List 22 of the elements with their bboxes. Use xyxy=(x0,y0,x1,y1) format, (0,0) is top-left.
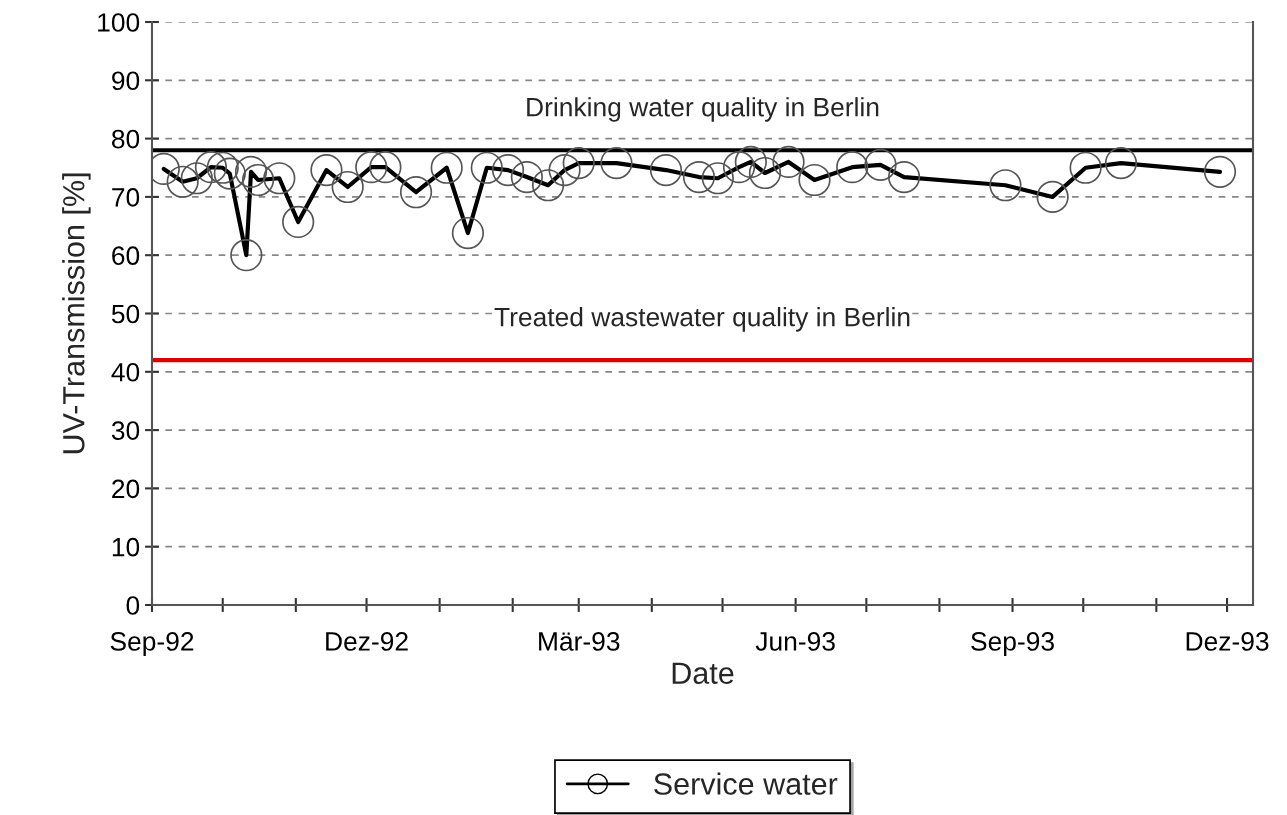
x-tick-label: Jun-93 xyxy=(755,632,835,651)
y-tick-label: 30 xyxy=(111,421,140,440)
y-tick-label: 90 xyxy=(112,71,140,91)
ref-line-label: Drinking water quality in Berlin xyxy=(527,97,879,122)
y-tick-label: 50 xyxy=(111,304,140,324)
y-tick-label: 70 xyxy=(112,188,140,207)
y-tick-label: 20 xyxy=(112,479,140,499)
x-tick-label: Dez-92 xyxy=(326,632,408,651)
y-tick-label: 80 xyxy=(111,129,140,149)
legend-label: Service water xyxy=(654,772,838,795)
x-tick-label: Sep-92 xyxy=(110,632,194,656)
x-tick-label: Mär-93 xyxy=(539,632,620,651)
y-tick-label: 40 xyxy=(111,362,140,382)
ref-line-label: Treated wastewater quality in Berlin xyxy=(494,307,910,332)
y-axis-title: UV-Transmission [%] xyxy=(62,173,91,454)
x-tick-label: Sep-93 xyxy=(971,632,1054,656)
y-tick-label: 100 xyxy=(98,13,140,32)
x-axis-title: Date xyxy=(672,662,734,684)
y-tick-label: 10 xyxy=(112,537,140,557)
y-tick-label: 0 xyxy=(126,596,140,615)
y-tick-label: 60 xyxy=(112,246,140,266)
x-tick-label: Dez-93 xyxy=(1186,632,1269,651)
